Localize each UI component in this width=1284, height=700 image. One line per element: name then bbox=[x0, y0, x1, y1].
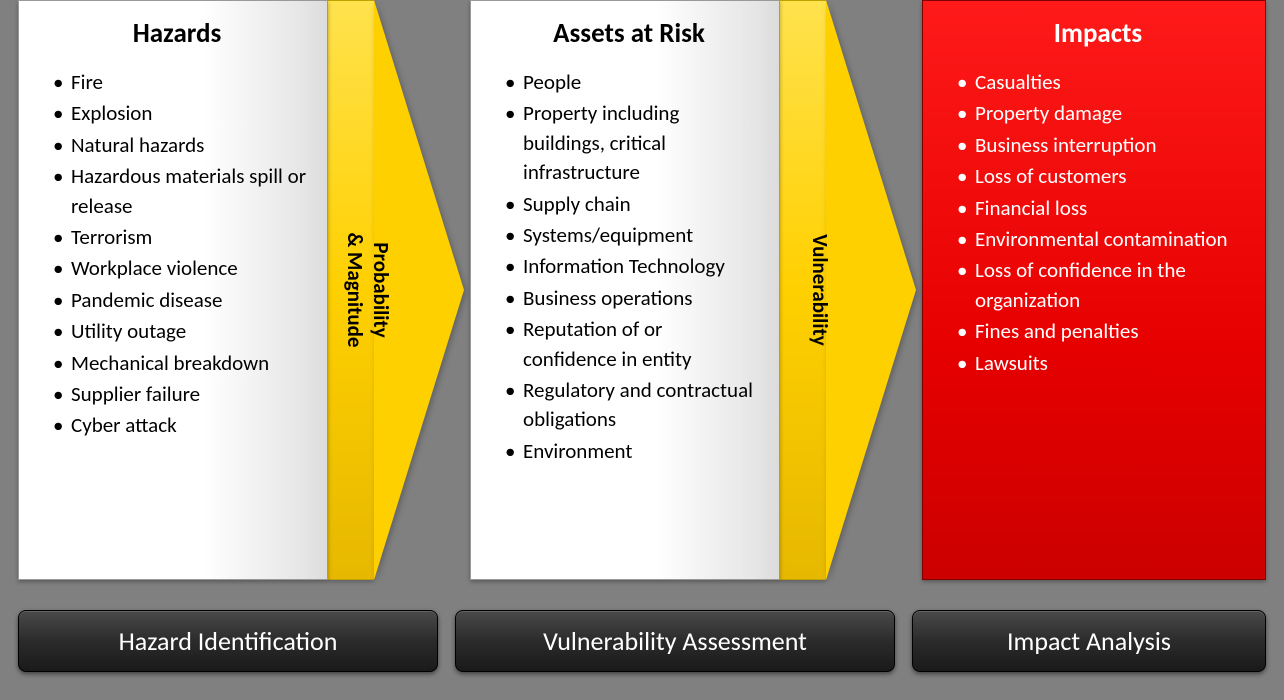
panel-title: Assets at Risk bbox=[499, 17, 759, 50]
list-item: Supplier failure bbox=[53, 380, 307, 409]
hazards-list: Fire Explosion Natural hazards Hazardous… bbox=[47, 68, 307, 441]
list-item: Fire bbox=[53, 68, 307, 97]
list-item: Utility outage bbox=[53, 317, 307, 346]
list-item: Financial loss bbox=[957, 194, 1245, 223]
list-item: Environmental contamination bbox=[957, 225, 1245, 254]
impacts-list: Casualties Property damage Business inte… bbox=[951, 68, 1245, 378]
arrow-label-line: & Magnitude bbox=[342, 210, 368, 370]
panel-impacts: Impacts Casualties Property damage Busin… bbox=[922, 0, 1266, 580]
list-item: Workplace violence bbox=[53, 254, 307, 283]
list-item: Environment bbox=[505, 437, 759, 466]
list-item: Reputation of or confidence in entity bbox=[505, 315, 759, 374]
assets-list: People Property including buildings, cri… bbox=[499, 68, 759, 466]
footer-label: Vulnerability Assessment bbox=[543, 625, 807, 657]
list-item: Loss of confidence in the organization bbox=[957, 256, 1245, 315]
panel-title: Hazards bbox=[47, 17, 307, 50]
list-item: Business operations bbox=[505, 284, 759, 313]
footer-label: Hazard Identification bbox=[119, 625, 338, 657]
list-item: Fines and penalties bbox=[957, 317, 1245, 346]
list-item: Property including buildings, critical i… bbox=[505, 99, 759, 187]
list-item: Business interruption bbox=[957, 131, 1245, 160]
list-item: Mechanical breakdown bbox=[53, 349, 307, 378]
list-item: Explosion bbox=[53, 99, 307, 128]
footer-label: Impact Analysis bbox=[1007, 625, 1171, 657]
footer-vulnerability-assessment: Vulnerability Assessment bbox=[455, 610, 895, 672]
arrow-label-line: Vulnerability bbox=[807, 210, 833, 370]
list-item: Loss of customers bbox=[957, 162, 1245, 191]
arrow-label-line: Probability bbox=[368, 210, 394, 370]
list-item: Lawsuits bbox=[957, 349, 1245, 378]
footer-impact-analysis: Impact Analysis bbox=[912, 610, 1266, 672]
list-item: Supply chain bbox=[505, 190, 759, 219]
list-item: Property damage bbox=[957, 99, 1245, 128]
list-item: Terrorism bbox=[53, 223, 307, 252]
panel-title: Impacts bbox=[951, 17, 1245, 50]
list-item: Information Technology bbox=[505, 252, 759, 281]
list-item: Casualties bbox=[957, 68, 1245, 97]
list-item: Regulatory and contractual obligations bbox=[505, 376, 759, 435]
list-item: People bbox=[505, 68, 759, 97]
panel-hazards: Hazards Fire Explosion Natural hazards H… bbox=[18, 0, 328, 580]
list-item: Hazardous materials spill or release bbox=[53, 162, 307, 221]
risk-diagram: Probability & Magnitude Vulnerability Ha… bbox=[0, 0, 1284, 700]
list-item: Natural hazards bbox=[53, 131, 307, 160]
list-item: Systems/equipment bbox=[505, 221, 759, 250]
list-item: Pandemic disease bbox=[53, 286, 307, 315]
panel-assets: Assets at Risk People Property including… bbox=[470, 0, 780, 580]
list-item: Cyber attack bbox=[53, 411, 307, 440]
footer-hazard-identification: Hazard Identification bbox=[18, 610, 438, 672]
